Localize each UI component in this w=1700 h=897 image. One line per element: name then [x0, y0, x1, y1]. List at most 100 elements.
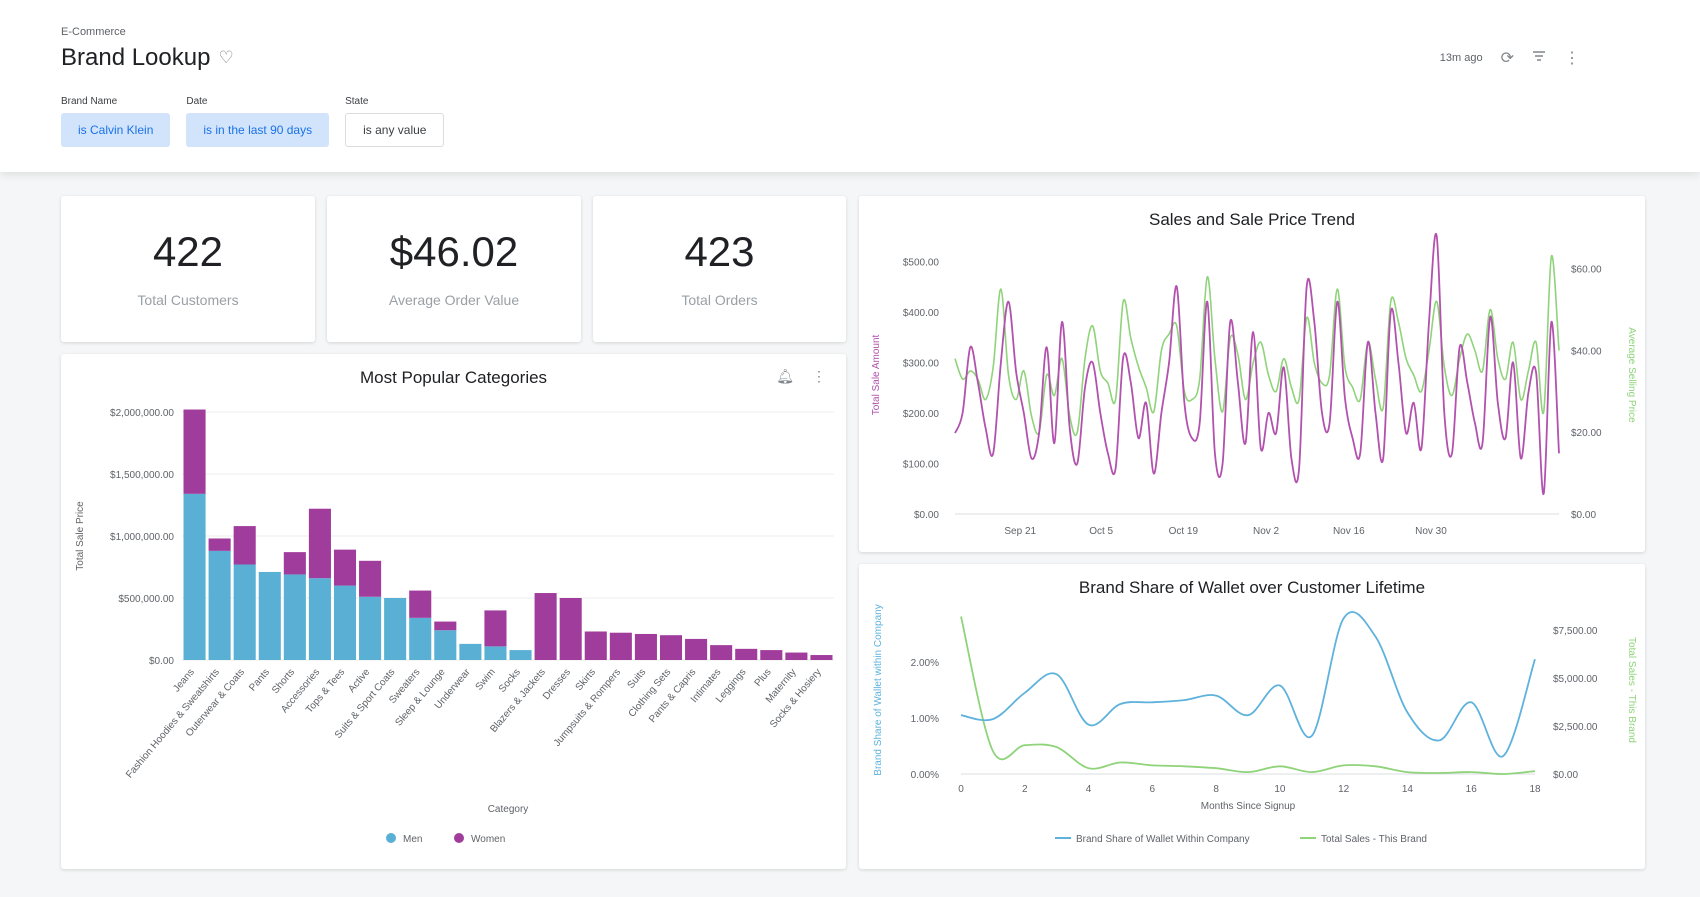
y2-tick-label: $60.00 — [1571, 265, 1602, 276]
bar-women — [609, 632, 632, 660]
header-actions: 13m ago ⟳ ⋮ — [1440, 48, 1580, 68]
kpi-card-total-orders[interactable]: 423 Total Orders — [593, 196, 846, 342]
legend-label-men: Men — [403, 834, 422, 845]
bar-men — [333, 585, 357, 660]
x-tick-label: Suits — [626, 667, 649, 691]
bar-men — [384, 598, 407, 660]
x-axis-label: Months Since Signup — [1201, 801, 1296, 812]
card-tools: 🔔︎ ⋮ — [776, 368, 826, 385]
y-tick-label: $0.00 — [149, 656, 174, 667]
chart-title: Sales and Sale Price Trend — [1148, 210, 1355, 229]
kpi-card-average-order-value[interactable]: $46.02 Average Order Value — [327, 196, 581, 342]
last-updated-text: 13m ago — [1439, 52, 1483, 64]
filter-chip-state[interactable]: is any value — [345, 113, 445, 147]
bar-women — [760, 650, 783, 660]
x-tick-label: Sep 21 — [1004, 526, 1036, 537]
refresh-icon[interactable]: ⟳ — [1500, 50, 1514, 67]
filter-chip-date[interactable]: is in the last 90 days — [186, 113, 330, 147]
legend-label-women: Women — [471, 834, 505, 845]
bar-men — [509, 650, 532, 660]
y-tick-label: 2.00% — [911, 658, 939, 669]
bar-men — [308, 578, 331, 660]
x-tick-label: 6 — [1150, 784, 1156, 795]
y2-tick-label: $0.00 — [1571, 510, 1596, 521]
x-tick-label: Oct 5 — [1089, 526, 1113, 537]
bar-women — [735, 648, 758, 660]
bell-icon[interactable]: 🔔︎ — [776, 368, 794, 384]
line-average-selling-price — [954, 255, 1560, 437]
share-of-wallet-chart-card: Brand Share of Wallet over Customer Life… — [859, 564, 1645, 869]
kpi-card-total-customers[interactable]: 422 Total Customers — [61, 196, 315, 342]
legend-label-total: Total Sales - This Brand — [1321, 834, 1427, 845]
filter-label: Brand Name — [61, 96, 118, 107]
y-tick-label: 0.00% — [911, 770, 939, 781]
bar-women — [685, 638, 708, 660]
y2-tick-label: $40.00 — [1571, 346, 1602, 357]
bar-women — [659, 635, 683, 660]
page-title-row: Brand Lookup ♡ — [61, 44, 234, 72]
bar-women — [710, 645, 733, 660]
x-tick-label: Pants — [247, 667, 272, 694]
kpi-value: 422 — [152, 228, 224, 275]
filter-state: State is any value — [345, 96, 445, 147]
y2-tick-label: $2,500.00 — [1553, 722, 1598, 733]
bar-men — [183, 493, 206, 660]
x-tick-label: Swim — [474, 667, 498, 693]
x-tick-label: 8 — [1213, 784, 1219, 795]
y-tick-label: $2,000,000.00 — [110, 408, 174, 419]
y2-axis-label: Average Selling Price — [1626, 327, 1637, 423]
kpi-label: Total Orders — [681, 292, 758, 308]
filter-label: State — [345, 96, 369, 107]
bar-women — [208, 538, 231, 551]
bar-women — [584, 631, 607, 660]
x-tick-label: 12 — [1338, 784, 1350, 795]
bar-women — [484, 610, 507, 647]
bar-men — [434, 630, 457, 660]
bar-men — [233, 564, 256, 660]
x-tick-label: Plus — [753, 667, 774, 689]
breadcrumb[interactable]: E-Commerce — [61, 26, 126, 38]
filter-chip-brand-name[interactable]: is Calvin Klein — [61, 113, 171, 147]
more-vert-icon[interactable]: ⋮ — [1564, 50, 1580, 67]
x-tick-label: Nov 2 — [1253, 526, 1280, 537]
y-axis-label: Brand Share of Wallet within Company — [873, 604, 884, 775]
more-vert-icon[interactable]: ⋮ — [812, 368, 826, 384]
categories-chart-card: Most Popular Categories 🔔︎ ⋮ $0.00 $500,0… — [61, 354, 846, 869]
bar-women — [810, 655, 833, 660]
bar-men — [208, 550, 231, 660]
x-tick-label: Nov 30 — [1415, 526, 1447, 537]
x-tick-label: 4 — [1086, 784, 1092, 795]
y2-axis-label: Total Sales - This Brand — [1626, 637, 1637, 743]
favorite-heart-icon[interactable]: ♡ — [218, 48, 234, 67]
x-tick-label: Skirts — [574, 667, 598, 693]
y-tick-label: $300.00 — [903, 358, 940, 369]
legend-marker-women — [454, 833, 464, 843]
y-tick-label: $0.00 — [914, 510, 939, 521]
legend-label-share: Brand Share of Wallet Within Company — [1076, 834, 1250, 845]
x-tick-label: 14 — [1402, 784, 1414, 795]
chart-title: Brand Share of Wallet over Customer Life… — [1078, 578, 1426, 597]
bar-women — [434, 621, 457, 631]
y2-tick-label: $7,500.00 — [1553, 626, 1598, 637]
bar-men — [484, 646, 507, 660]
y-axis-label: Total Sale Amount — [871, 334, 882, 415]
y2-tick-label: $20.00 — [1571, 428, 1602, 439]
sales-trend-line-chart: $0.00 $100.00 $200.00 $300.00 $400.00 $500.00… — [871, 232, 1637, 537]
bar-men — [359, 596, 382, 660]
categories-bar-chart: $0.00 $500,000.00 $1,000,000.00 $1,500,000.… — [75, 408, 834, 845]
page-title: Brand Lookup — [61, 44, 211, 71]
x-tick-label: 2 — [1022, 784, 1028, 795]
filter-brand-name: Brand Name is Calvin Klein — [61, 96, 171, 147]
x-tick-label: 18 — [1529, 784, 1541, 795]
filter-icon[interactable] — [1532, 49, 1546, 67]
y-tick-label: $500,000.00 — [118, 594, 174, 605]
y-tick-label: $1,500,000.00 — [110, 470, 174, 481]
y-tick-label: $200.00 — [903, 409, 940, 420]
bar-women — [233, 526, 256, 565]
x-axis-label: Category — [488, 804, 529, 815]
kpi-value: $46.02 — [389, 228, 519, 275]
bar-women — [333, 549, 357, 586]
x-tick-label: Oct 19 — [1169, 526, 1199, 537]
y-tick-label: $1,000,000.00 — [110, 532, 174, 543]
bar-women — [634, 633, 657, 660]
